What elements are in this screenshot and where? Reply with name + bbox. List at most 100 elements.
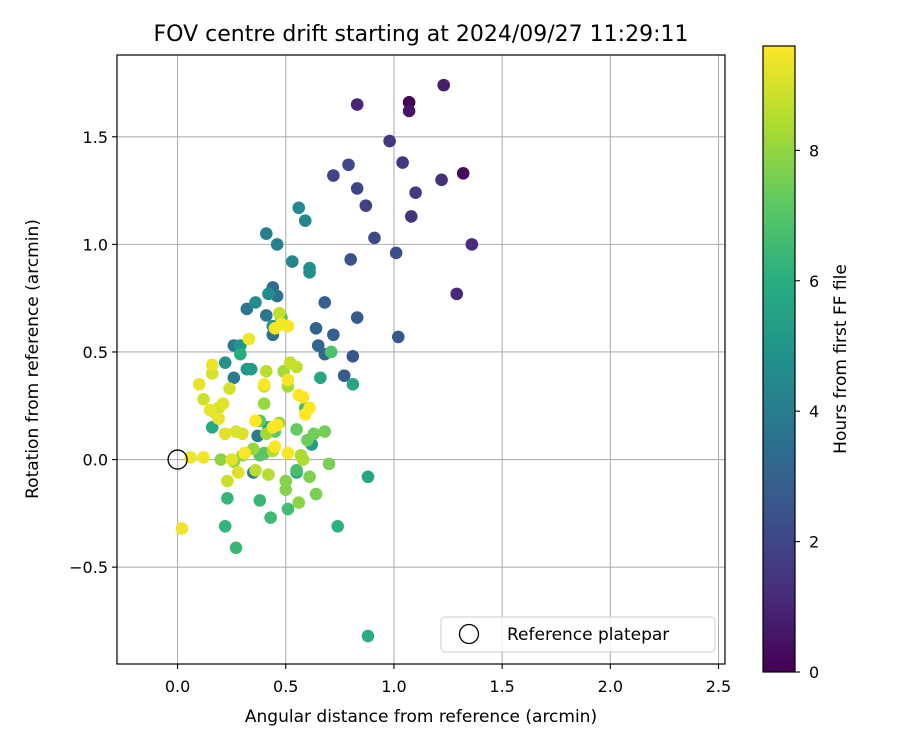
data-point xyxy=(450,287,464,301)
data-point xyxy=(279,474,293,488)
data-point xyxy=(192,377,206,391)
data-point xyxy=(225,453,238,466)
data-point xyxy=(344,253,357,266)
data-point xyxy=(303,470,316,484)
data-point xyxy=(346,377,360,391)
data-point xyxy=(231,466,245,479)
data-point xyxy=(337,369,351,382)
y-tick-label: 1.0 xyxy=(83,235,108,254)
data-point xyxy=(404,210,418,223)
data-point xyxy=(361,470,375,484)
data-point xyxy=(396,156,409,169)
data-point xyxy=(296,453,310,466)
data-point xyxy=(257,397,271,410)
data-point xyxy=(285,255,299,268)
data-point xyxy=(262,287,275,301)
data-point xyxy=(234,339,247,352)
data-point xyxy=(327,328,340,342)
colorbar-tick-label: 0 xyxy=(809,663,819,682)
data-point xyxy=(435,173,448,187)
data-point xyxy=(281,319,295,333)
x-axis-ticks: 0.0 0.5 1.0 1.5 2.0 2.5 xyxy=(165,664,731,696)
data-point xyxy=(218,427,232,441)
reference-point-marker xyxy=(167,449,188,470)
data-points xyxy=(175,78,479,643)
data-point xyxy=(331,519,344,533)
data-point xyxy=(350,182,364,195)
y-tick-label: 0.0 xyxy=(83,451,108,470)
colorbar-tick-label: 4 xyxy=(809,402,819,421)
x-tick-label: 2.5 xyxy=(706,677,731,696)
data-point xyxy=(389,246,403,260)
colorbar-gradient xyxy=(762,45,796,673)
y-tick-label: 1.5 xyxy=(83,128,108,147)
data-point xyxy=(197,393,210,406)
data-point xyxy=(402,104,416,118)
data-point xyxy=(298,214,312,227)
data-point xyxy=(249,296,262,309)
colorbar-ticks: 0 2 4 6 8 xyxy=(795,141,819,682)
y-axis-ticks: −0.5 0.0 0.5 1.0 1.5 xyxy=(69,128,117,577)
data-point xyxy=(292,201,306,215)
data-point xyxy=(324,345,338,359)
data-point xyxy=(268,440,282,453)
legend-label: Reference platepar xyxy=(507,625,669,645)
data-point xyxy=(262,468,275,481)
data-point xyxy=(311,339,325,352)
data-point xyxy=(303,261,316,275)
data-point xyxy=(218,519,232,533)
data-point xyxy=(465,238,479,251)
data-point xyxy=(327,169,340,182)
data-point xyxy=(283,356,297,370)
data-point xyxy=(361,629,375,643)
data-point xyxy=(437,78,451,92)
data-point xyxy=(318,425,332,438)
data-point xyxy=(229,541,243,555)
data-point xyxy=(257,377,271,391)
x-tick-label: 0.5 xyxy=(273,677,298,696)
data-point xyxy=(314,371,327,385)
data-point xyxy=(259,365,273,378)
x-axis-label: Angular distance from reference (arcmin) xyxy=(245,707,597,727)
legend: Reference platepar xyxy=(440,616,716,653)
data-point xyxy=(281,373,295,387)
chart-title: FOV centre drift starting at 2024/09/27 … xyxy=(154,22,689,47)
x-tick-label: 0.0 xyxy=(165,677,190,696)
data-point xyxy=(309,487,323,501)
legend-box xyxy=(440,616,716,653)
data-point xyxy=(259,309,273,322)
y-tick-label: −0.5 xyxy=(69,558,108,577)
data-point xyxy=(205,420,219,434)
data-point xyxy=(318,296,332,309)
data-point xyxy=(359,199,373,212)
data-point xyxy=(205,358,219,372)
data-point xyxy=(279,483,293,496)
data-point xyxy=(249,414,262,428)
x-tick-label: 1.0 xyxy=(381,677,406,696)
data-point xyxy=(264,511,277,524)
legend-marker xyxy=(458,623,480,645)
data-point xyxy=(221,492,234,505)
data-point xyxy=(238,446,251,460)
data-point xyxy=(342,158,355,172)
data-point xyxy=(212,412,225,425)
colorbar-label: Hours from first FF file xyxy=(831,264,851,454)
data-point xyxy=(197,451,210,464)
data-point xyxy=(281,446,295,460)
data-point xyxy=(229,425,243,438)
colorbar-tick-label: 6 xyxy=(809,272,819,291)
grid-lines xyxy=(117,55,725,664)
data-point xyxy=(221,474,234,488)
data-point xyxy=(175,522,189,535)
data-point xyxy=(402,96,416,109)
data-point xyxy=(214,453,228,466)
y-tick-label: 0.5 xyxy=(83,343,108,362)
x-tick-label: 1.5 xyxy=(489,677,514,696)
data-point xyxy=(240,302,254,316)
colorbar-tick-label: 2 xyxy=(809,533,819,552)
data-point xyxy=(216,397,230,410)
data-point xyxy=(227,371,241,385)
data-point xyxy=(272,306,286,320)
data-point xyxy=(309,321,323,335)
